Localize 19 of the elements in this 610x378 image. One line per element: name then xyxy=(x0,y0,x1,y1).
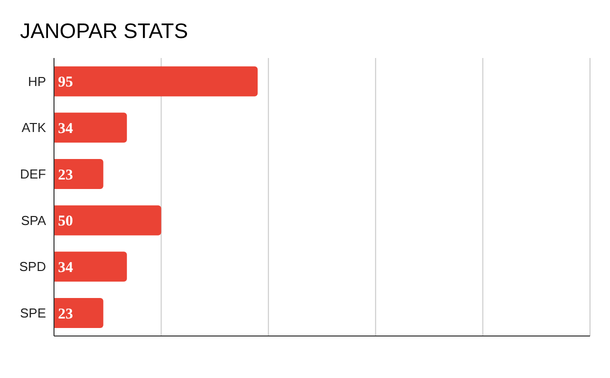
data-label: 34 xyxy=(58,121,74,137)
y-tick-label: SPA xyxy=(20,212,46,228)
bar xyxy=(54,159,104,190)
bar xyxy=(54,298,104,328)
y-tick-label: ATK xyxy=(22,120,46,136)
y-tick-label: SPE xyxy=(20,305,46,320)
bar xyxy=(54,66,258,96)
data-label: 23 xyxy=(58,167,73,184)
y-tick-label: HP xyxy=(28,74,46,89)
data-label: 50 xyxy=(58,214,73,230)
bar xyxy=(54,205,162,236)
bar xyxy=(54,112,127,143)
data-label: 34 xyxy=(58,260,74,276)
bar xyxy=(54,252,127,282)
data-label: 95 xyxy=(58,74,73,91)
y-tick-label: SPD xyxy=(19,259,46,274)
y-tick-label: DEF xyxy=(20,166,46,182)
data-label: 23 xyxy=(58,306,73,322)
chart-title: JANOPAR STATS xyxy=(20,20,188,44)
